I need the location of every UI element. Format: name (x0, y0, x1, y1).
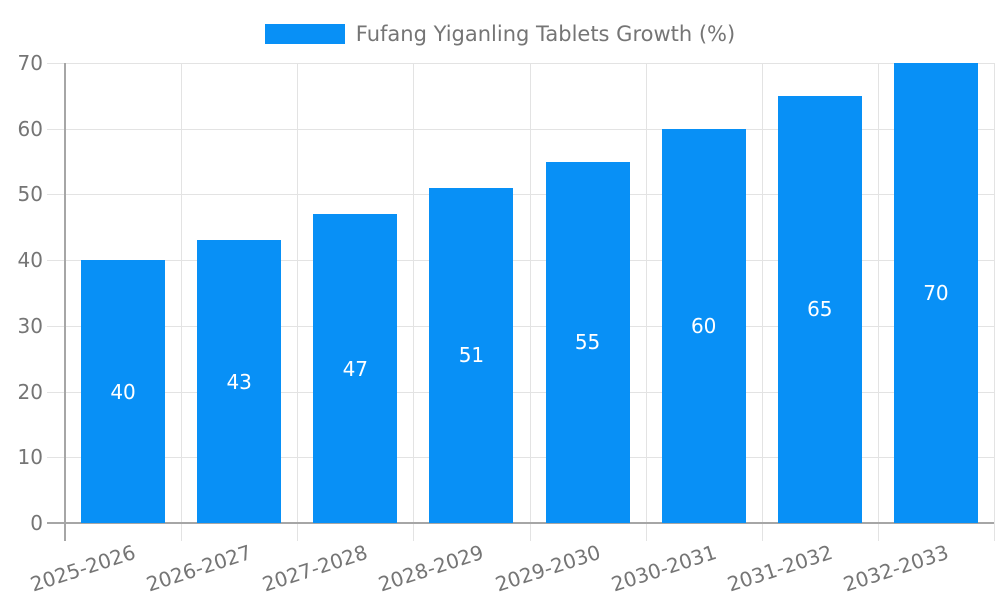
h-gridline (47, 128, 994, 130)
bar-value-label: 55 (574, 330, 601, 355)
x-axis-tick-label: 2026-2027 (143, 540, 255, 597)
h-gridline (47, 325, 994, 327)
bar-value-label: 65 (807, 297, 833, 322)
y-axis-tick-label: 40 (17, 248, 43, 273)
v-gridline (877, 63, 879, 541)
bar[interactable] (197, 240, 282, 523)
x-axis-tick-label: 2030-2031 (608, 540, 720, 597)
bar[interactable] (81, 260, 166, 523)
x-axis-tick-label: 2032-2033 (840, 540, 952, 597)
x-axis-tick-label: 2028-2029 (375, 540, 487, 597)
bar[interactable] (661, 128, 746, 523)
h-gridline (47, 63, 994, 64)
legend-label: Fufang Yiganling Tablets Growth (%) (355, 22, 736, 46)
h-gridline (47, 391, 994, 393)
bar-value-label: 40 (110, 379, 136, 404)
y-axis-tick-label: 50 (17, 182, 43, 207)
v-gridline (761, 63, 763, 541)
v-gridline (297, 63, 299, 541)
bar-value-label: 70 (923, 281, 949, 305)
v-gridline (994, 63, 995, 541)
y-axis-tick-label: 60 (17, 116, 43, 141)
v-gridline (181, 63, 183, 541)
y-axis-tick-label: 0 (30, 511, 43, 535)
y-axis-tick-label: 70 (17, 51, 43, 75)
bar-value-label: 51 (458, 343, 485, 368)
v-gridline (413, 63, 415, 541)
bar[interactable] (893, 63, 978, 523)
v-gridline (529, 63, 531, 541)
legend-item[interactable]: Fufang Yiganling Tablets Growth (%) (0, 22, 1000, 46)
x-axis-tick-label: 2031-2032 (724, 540, 836, 597)
bar[interactable] (545, 161, 630, 523)
bar-value-label: 43 (226, 369, 252, 394)
bar[interactable] (313, 214, 398, 523)
bar[interactable] (777, 95, 862, 523)
y-axis-tick-label: 10 (17, 445, 43, 470)
v-gridline (645, 63, 647, 541)
h-gridline (47, 194, 994, 196)
bar-value-label: 60 (690, 313, 717, 338)
h-gridline (47, 260, 994, 262)
h-gridline (47, 457, 994, 459)
y-axis-tick-label: 30 (17, 313, 43, 338)
x-axis-tick-label: 2027-2028 (259, 540, 371, 597)
bar-value-label: 47 (342, 356, 369, 381)
x-axis-tick-label: 2025-2026 (27, 540, 139, 597)
x-axis-tick-label: 2029-2030 (491, 540, 603, 597)
legend-swatch (264, 24, 345, 44)
x-axis-line (47, 522, 994, 524)
y-axis-tick-label: 20 (17, 379, 43, 404)
bar[interactable] (429, 187, 514, 523)
y-axis-line (64, 63, 66, 541)
